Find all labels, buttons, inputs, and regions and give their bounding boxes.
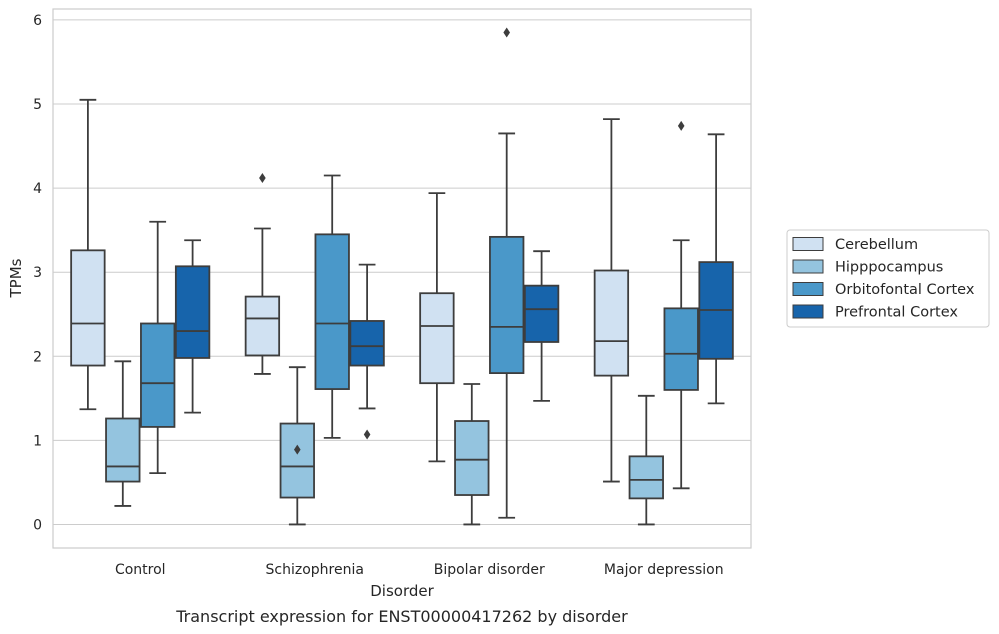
outlier-point <box>363 429 371 440</box>
legend-swatch <box>792 237 824 251</box>
x-tick-label: Control <box>115 562 166 578</box>
box-body <box>663 307 699 391</box>
y-axis-label: TPMs <box>7 258 25 298</box>
box-body <box>279 422 315 499</box>
box-body <box>70 249 106 367</box>
x-axis-ticks: Control Schizophrenia Bipolar disorder Majo… <box>115 562 724 578</box>
legend-swatch <box>792 259 824 274</box>
outlier-point <box>294 444 301 455</box>
y-tick-label: 1 <box>33 433 42 449</box>
legend-swatch <box>792 282 824 296</box>
box-body <box>349 320 385 367</box>
box-body <box>105 417 141 483</box>
box-body <box>454 420 490 496</box>
box-plot-item <box>279 366 315 526</box>
series-hipppocampus <box>105 360 664 526</box>
box-plot-item <box>105 360 141 507</box>
box-plot-item <box>454 383 490 526</box>
y-tick-label: 2 <box>33 349 42 365</box>
y-tick-label: 6 <box>33 13 42 29</box>
chart-caption: Transcript expression for ENST0000041726… <box>175 607 628 626</box>
series-orbitofontal-cortex <box>140 27 699 519</box>
boxes-layer <box>70 27 734 526</box>
box-body <box>314 233 350 390</box>
y-tick-label: 3 <box>33 265 42 281</box>
y-tick-label: 4 <box>33 181 42 197</box>
y-tick-label: 0 <box>33 517 42 533</box>
box-plot-item <box>314 174 350 439</box>
legend-swatch <box>792 304 824 319</box>
legend-item: Cerebellum <box>792 237 918 253</box>
legend-items: Cerebellum Hipppocampus Orbitofontal Corte… <box>792 237 975 321</box>
outlier-point <box>503 27 510 38</box>
outlier-point <box>259 173 266 184</box>
box-plot-item <box>140 220 176 475</box>
y-axis-ticks: 0 1 2 3 4 5 6 <box>33 13 42 534</box>
box-plot-item <box>349 263 385 440</box>
series-prefrontal-cortex <box>174 133 734 440</box>
box-body <box>419 292 455 385</box>
box-plot-item <box>698 133 734 405</box>
box-plot-item <box>489 27 525 519</box>
box-plot-item <box>523 250 560 402</box>
box-body <box>593 269 630 377</box>
series-cerebellum <box>70 98 630 483</box>
x-axis-label: Disorder <box>370 582 434 600</box>
box-body <box>489 235 525 374</box>
box-body <box>140 322 176 428</box>
box-plot-item <box>663 120 699 490</box>
box-plot-item <box>70 98 106 411</box>
box-plot-item <box>244 173 281 375</box>
legend-label: Orbitofontal Cortex <box>835 282 975 298</box>
legend-frame <box>786 229 990 328</box>
plot-area-frame <box>52 8 752 549</box>
box-body <box>628 455 664 500</box>
box-body <box>244 295 281 357</box>
legend-item: Hipppocampus <box>792 259 943 276</box>
legend-label: Prefrontal Cortex <box>835 305 958 321</box>
x-tick-label: Schizophrenia <box>266 562 364 578</box>
box-body <box>174 265 211 359</box>
legend-item: Orbitofontal Cortex <box>792 282 975 298</box>
box-plot-item <box>628 394 664 526</box>
legend-label: Cerebellum <box>835 237 918 253</box>
outlier-point <box>677 120 685 131</box>
legend-item: Prefrontal Cortex <box>792 304 958 321</box>
box-plot-item <box>419 192 455 463</box>
y-tick-label: 5 <box>33 97 42 113</box>
x-tick-label: Bipolar disorder <box>434 562 545 578</box>
box-plot-item <box>174 239 211 414</box>
legend-label: Hipppocampus <box>835 260 943 276</box>
box-plot-item <box>593 118 630 483</box>
legend: Cerebellum Hipppocampus Orbitofontal Corte… <box>786 229 990 328</box>
box-body <box>523 284 560 343</box>
x-tick-label: Major depression <box>604 562 724 578</box>
